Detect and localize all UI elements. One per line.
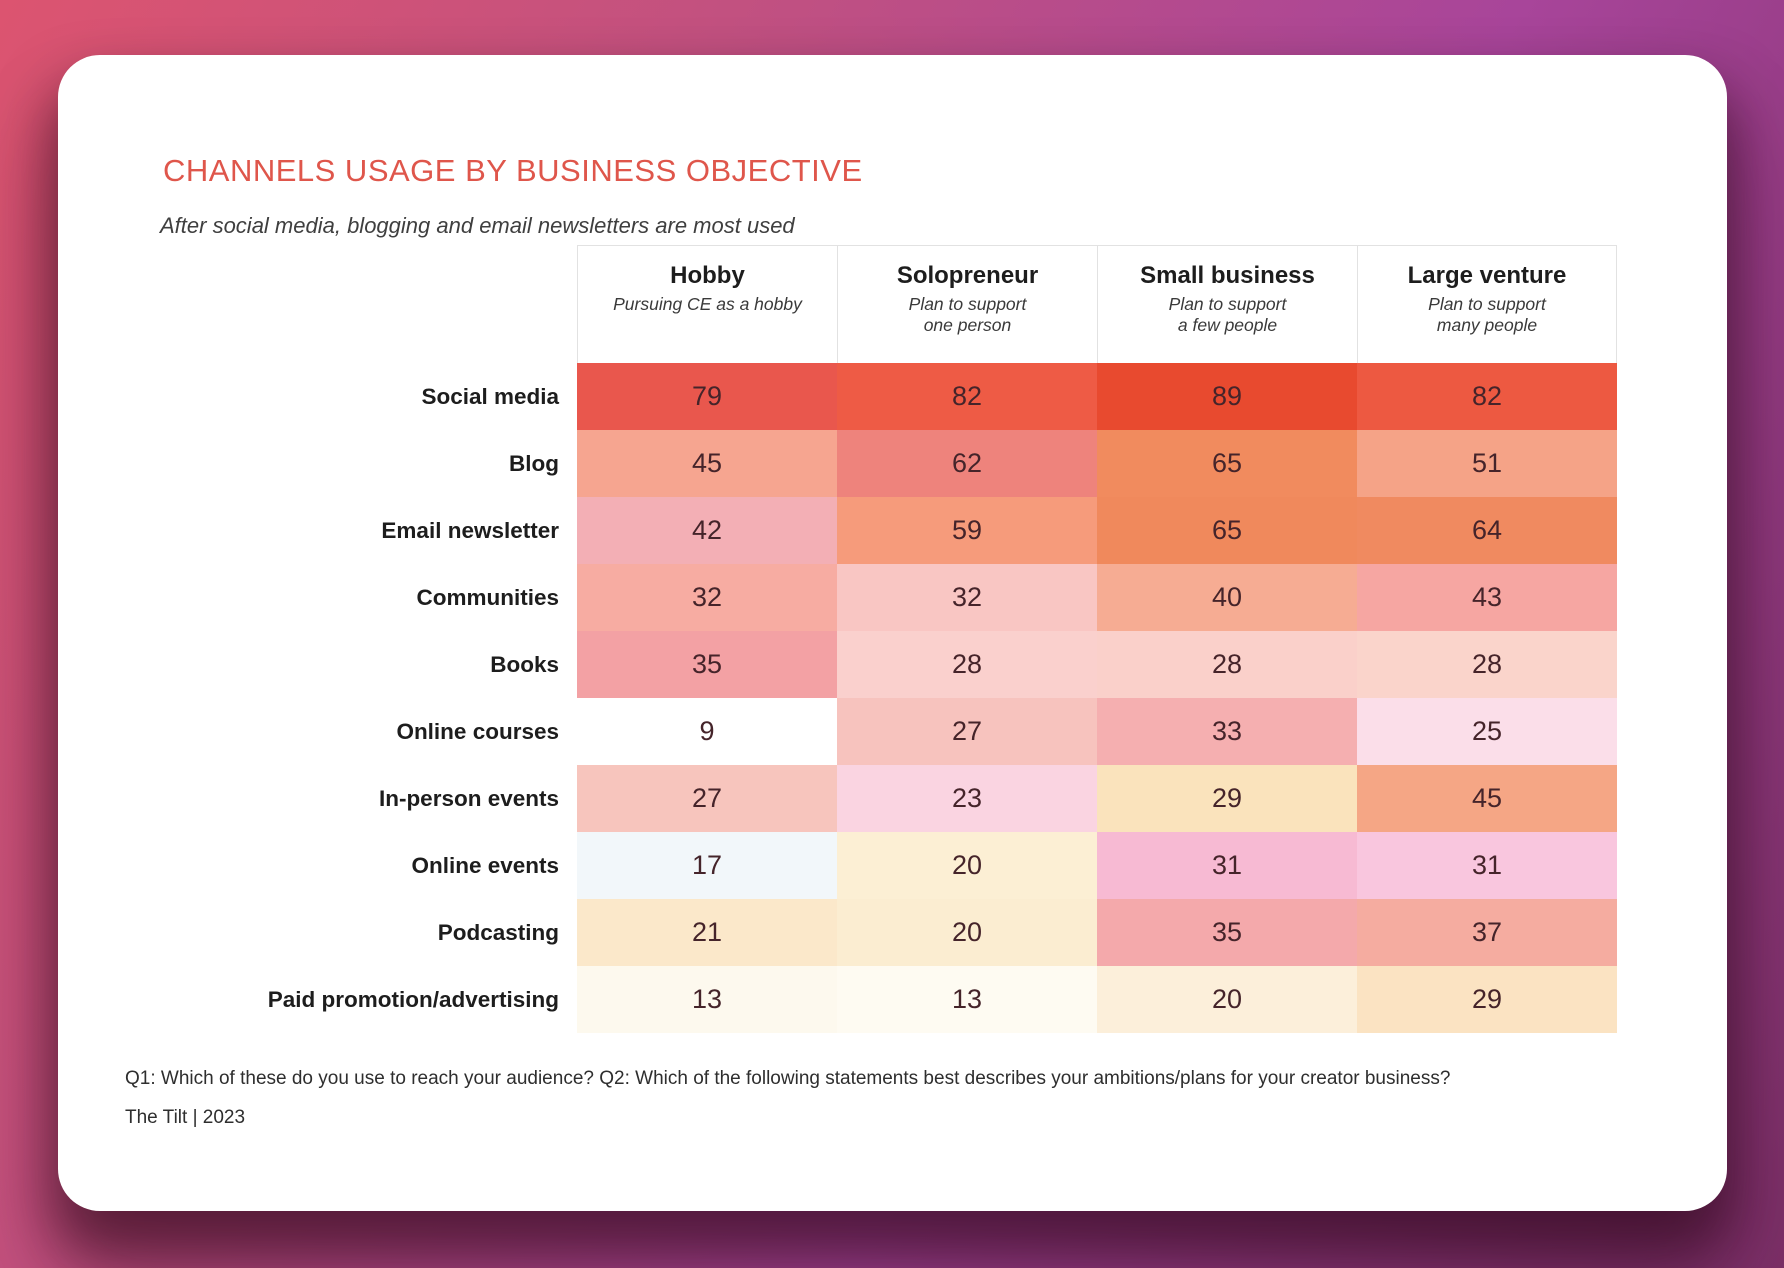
heatmap-cell: 64: [1357, 497, 1617, 564]
heatmap-cell: 32: [837, 564, 1097, 631]
chart-subtitle: After social media, blogging and email n…: [160, 213, 795, 238]
row-label: Online courses: [137, 698, 577, 765]
heatmap-cell: 28: [1097, 631, 1357, 698]
row-label: Social media: [137, 363, 577, 430]
row-label: Books: [137, 631, 577, 698]
heatmap-cell: 28: [1357, 631, 1617, 698]
row-label: Communities: [137, 564, 577, 631]
column-header-sublabel: Pursuing CE as a hobby: [613, 293, 802, 314]
heatmap-cell: 32: [577, 564, 837, 631]
heatmap-cell: 89: [1097, 363, 1357, 430]
heatmap-cell: 21: [577, 899, 837, 966]
column-header-label: Small business: [1140, 262, 1315, 289]
column-header: Small business Plan to support a few peop…: [1097, 245, 1357, 363]
column-header-label: Solopreneur: [896, 262, 1039, 289]
source-line: The Tilt | 2023: [125, 1107, 246, 1128]
row-label: Podcasting: [137, 899, 577, 966]
column-header-sublabel: Plan to support a few people: [1168, 293, 1287, 335]
heatmap-cell: 35: [1097, 899, 1357, 966]
heatmap-cell: 43: [1357, 564, 1617, 631]
heatmap-cell: 20: [1097, 966, 1357, 1033]
column-header: Large venture Plan to support many people: [1357, 245, 1617, 363]
heatmap-cell: 82: [837, 363, 1097, 430]
heatmap-cell: 17: [577, 832, 837, 899]
heatmap-cell: 33: [1097, 698, 1357, 765]
heatmap-cell: 20: [837, 899, 1097, 966]
heatmap-cell: 9: [577, 698, 837, 765]
heatmap-cell: 35: [577, 631, 837, 698]
column-header-sublabel: Plan to support one person: [908, 293, 1027, 335]
heatmap-cell: 29: [1357, 966, 1617, 1033]
heatmap-cell: 42: [577, 497, 837, 564]
row-label: Paid promotion/advertising: [137, 966, 577, 1033]
heatmap-cell: 59: [837, 497, 1097, 564]
heatmap-cell: 23: [837, 765, 1097, 832]
heatmap-cell: 25: [1357, 698, 1617, 765]
row-label: In-person events: [137, 765, 577, 832]
heatmap-cell: 79: [577, 363, 837, 430]
column-header-sublabel: Plan to support many people: [1428, 293, 1546, 335]
heatmap-cell: 31: [1097, 832, 1357, 899]
column-header: Solopreneur Plan to support one person: [837, 245, 1097, 363]
heatmap-cell: 40: [1097, 564, 1357, 631]
heatmap-cell: 51: [1357, 430, 1617, 497]
heatmap-cell: 82: [1357, 363, 1617, 430]
chart-card: CHANNELS USAGE BY BUSINESS OBJECTIVE Aft…: [58, 55, 1727, 1211]
row-label: Email newsletter: [137, 497, 577, 564]
heatmap-cell: 29: [1097, 765, 1357, 832]
footnote: Q1: Which of these do you use to reach y…: [125, 1068, 1451, 1089]
row-label: Online events: [137, 832, 577, 899]
column-header: Hobby Pursuing CE as a hobby: [577, 245, 837, 363]
heatmap-cell: 13: [577, 966, 837, 1033]
column-header-label: Large venture: [1407, 262, 1567, 289]
heatmap-table: Hobby Pursuing CE as a hobby Solopreneur Pl…: [137, 245, 1617, 1033]
row-label: Blog: [137, 430, 577, 497]
heatmap-cell: 28: [837, 631, 1097, 698]
heatmap-cell: 62: [837, 430, 1097, 497]
heatmap-cell: 27: [837, 698, 1097, 765]
chart-title: CHANNELS USAGE BY BUSINESS OBJECTIVE: [163, 153, 863, 188]
heatmap-cell: 31: [1357, 832, 1617, 899]
heatmap-cell: 45: [1357, 765, 1617, 832]
heatmap-cell: 13: [837, 966, 1097, 1033]
column-header-label: Hobby: [670, 262, 745, 289]
heatmap-cell: 45: [577, 430, 837, 497]
heatmap-cell: 27: [577, 765, 837, 832]
heatmap-cell: 65: [1097, 430, 1357, 497]
heatmap-cell: 37: [1357, 899, 1617, 966]
heatmap-cell: 20: [837, 832, 1097, 899]
corner-cell: [137, 245, 577, 363]
heatmap-cell: 65: [1097, 497, 1357, 564]
